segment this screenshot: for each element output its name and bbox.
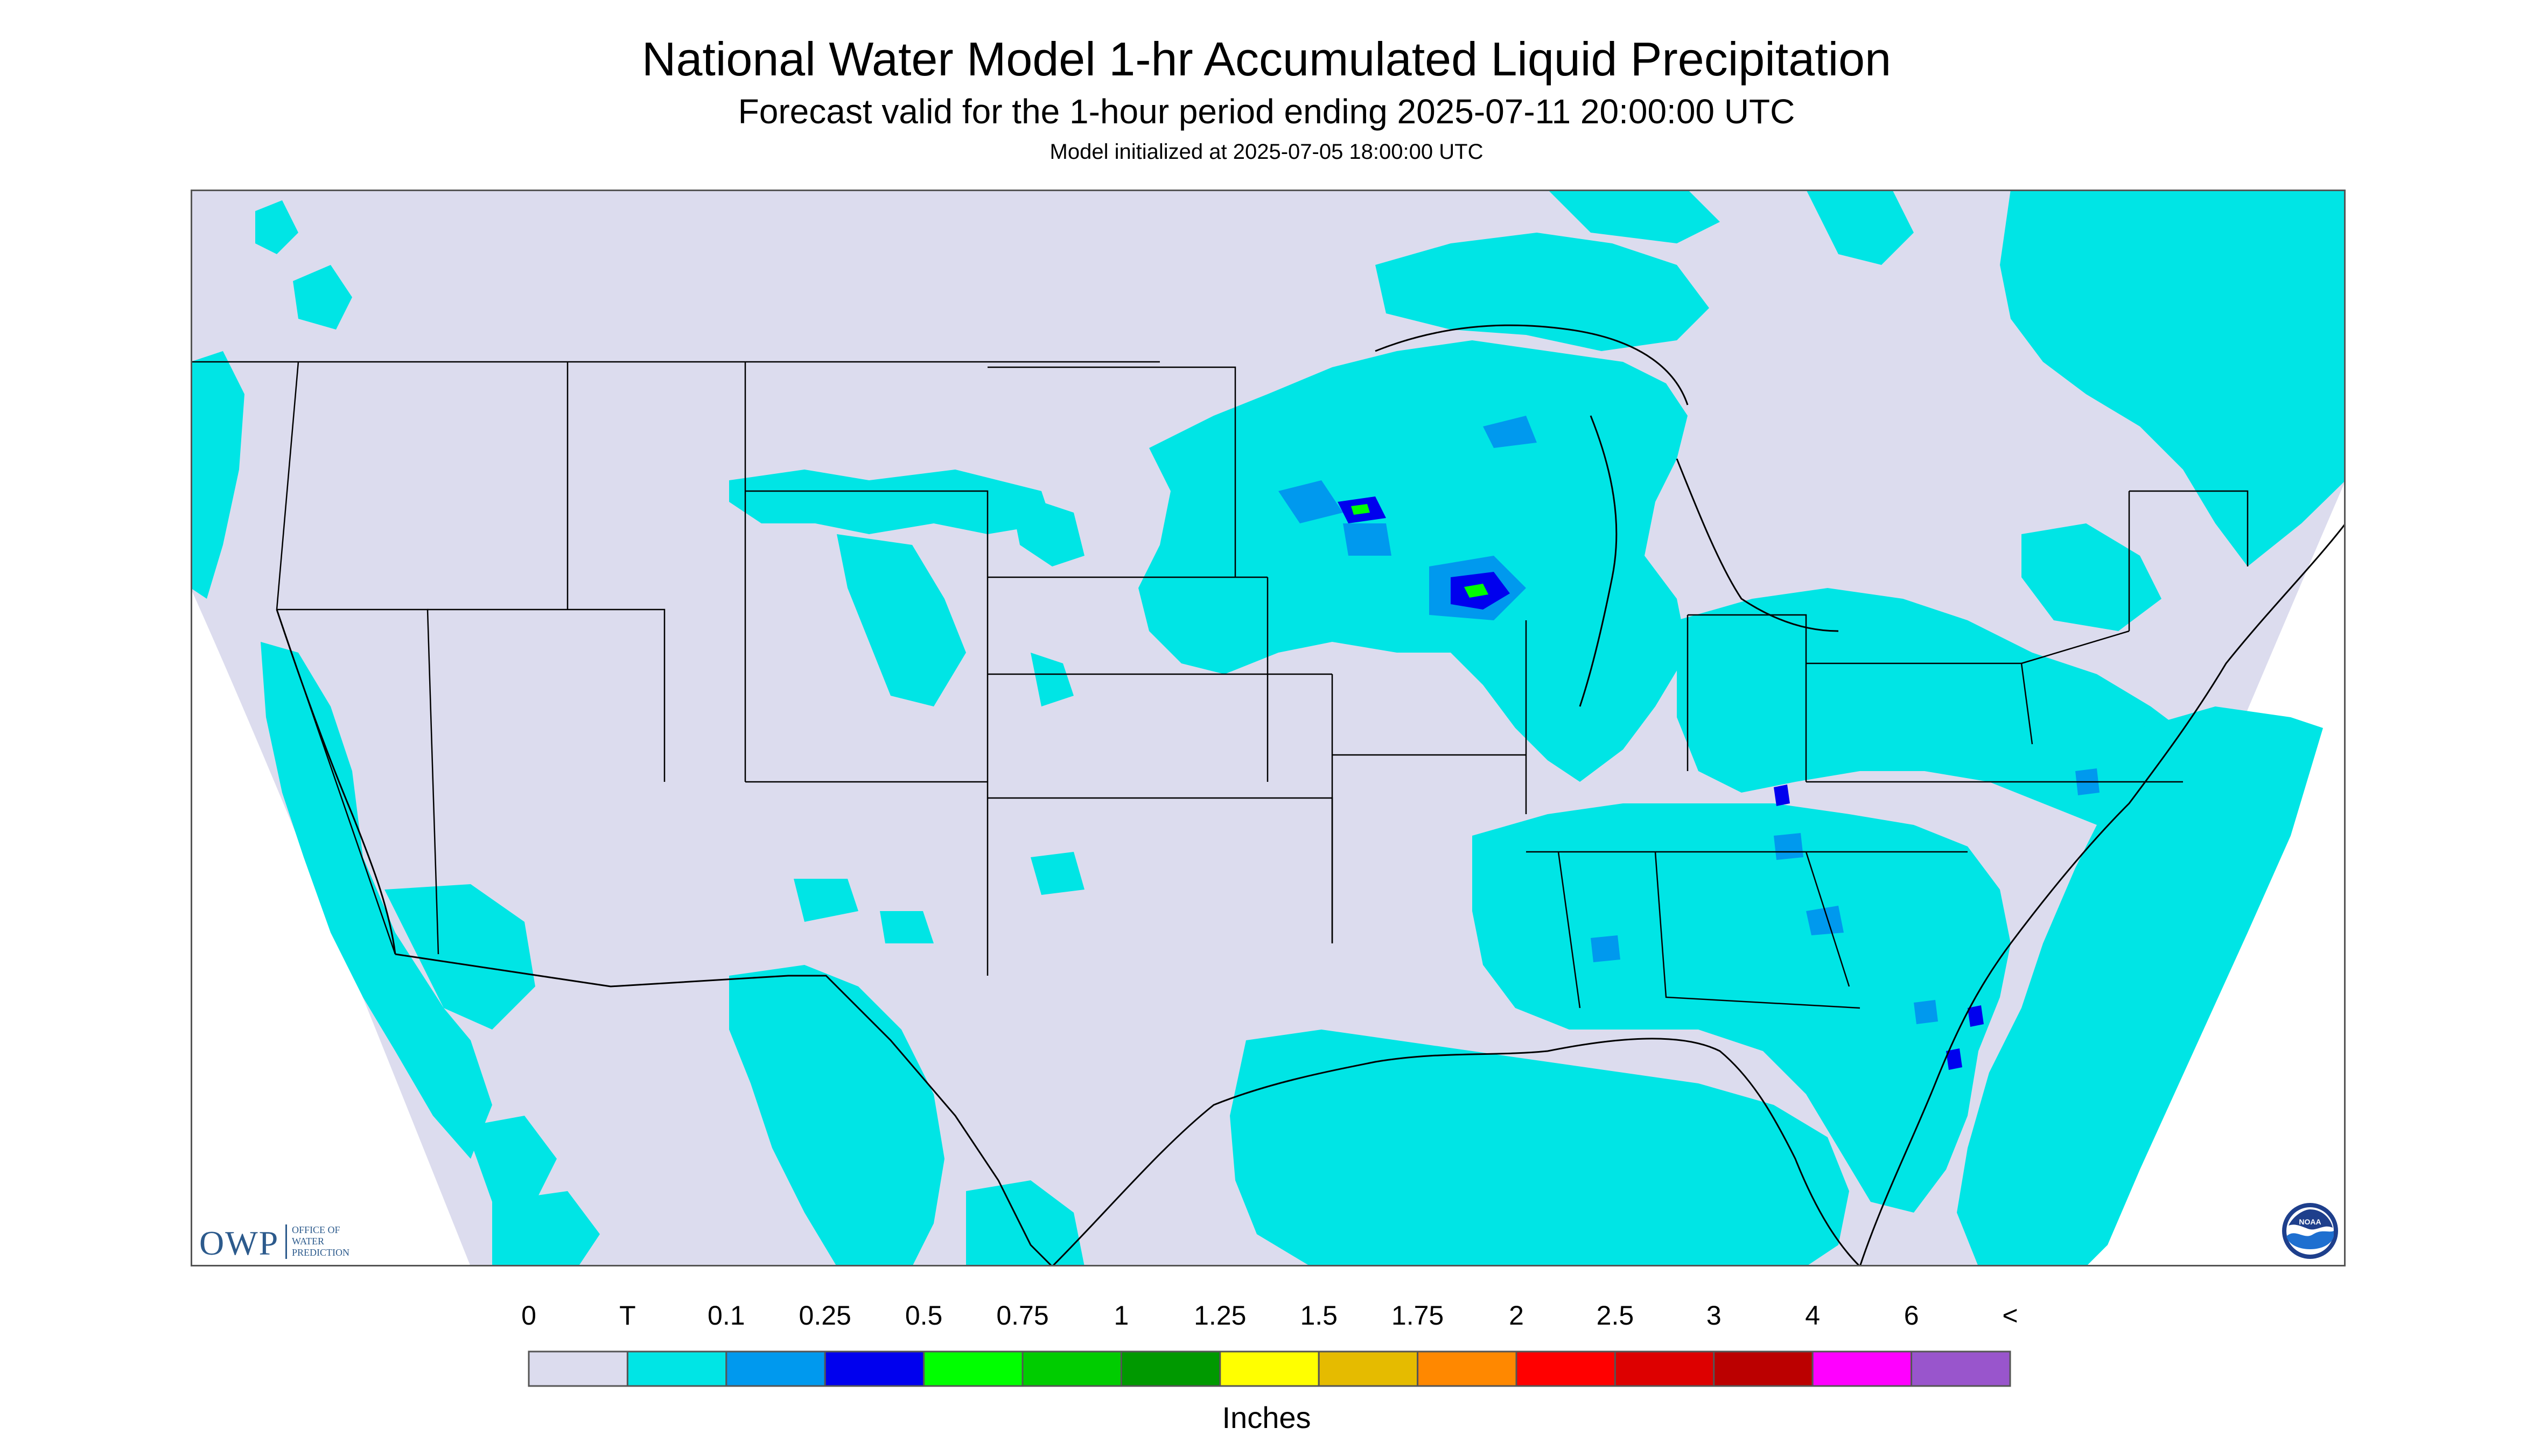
legend-tick-label: 2.5	[1597, 1300, 1634, 1331]
model-init-line: Model initialized at 2025-07-05 18:00:00…	[1049, 140, 1484, 164]
coastline	[276, 324, 2346, 1266]
legend-swatch	[1318, 1350, 1419, 1387]
noaa-logo: NOAA	[2282, 1203, 2338, 1259]
legend-swatch	[1120, 1350, 1221, 1387]
legend-swatch	[626, 1350, 727, 1387]
national-boundaries	[191, 190, 1053, 1266]
legend-swatch	[1515, 1350, 1616, 1387]
map-title: National Water Model 1-hr Accumulated Li…	[641, 32, 1892, 86]
legend-tick-label: 1.5	[1300, 1300, 1338, 1331]
precip-legend: 0 T 0.1 0.25 0.5 0.75 1 1.25 1.5 1.75 2 2.5 3 4 6 < Inc…	[521, 1300, 2018, 1434]
legend-tick-label: 1	[1114, 1300, 1129, 1331]
precip-heavy-areas	[1351, 504, 1488, 598]
legend-tick-labels: 0 T 0.1 0.25 0.5 0.75 1 1.25 1.5 1.75 2 2.5 3 4 6 <	[521, 1300, 2018, 1331]
legend-tick-label: T	[619, 1300, 636, 1331]
legend-tick-label: 0.75	[996, 1300, 1048, 1331]
legend-tick-label: 0.5	[905, 1300, 943, 1331]
map-frame	[191, 190, 2346, 1266]
legend-swatch	[1811, 1350, 1913, 1387]
legend-tick-label: 0	[521, 1300, 536, 1331]
legend-swatch	[1911, 1350, 2011, 1387]
legend-tick-label: 1.25	[1194, 1300, 1246, 1331]
legend-tick-label: 1.75	[1391, 1300, 1444, 1331]
legend-tick-label: 0.1	[708, 1300, 745, 1331]
state-boundaries	[191, 361, 2249, 1009]
forecast-valid-subtitle: Forecast valid for the 1-hour period end…	[738, 92, 1795, 131]
owp-logo-name: OFFICE OF WATER PREDICTION	[292, 1224, 349, 1258]
legend-swatch	[923, 1350, 1024, 1387]
owp-logo-divider	[285, 1224, 287, 1259]
legend-swatch	[1219, 1350, 1320, 1387]
noaa-logo-text: NOAA	[2299, 1217, 2321, 1226]
legend-color-bar	[528, 1350, 2011, 1387]
legend-tick-label: 0.25	[799, 1300, 851, 1331]
legend-tick-label: 2	[1509, 1300, 1524, 1331]
legend-tick-label: <	[2002, 1300, 2018, 1331]
owp-logo-abbrev: OWP	[199, 1224, 279, 1262]
legend-tick-label: 4	[1805, 1300, 1820, 1331]
legend-unit-label: Inches	[1222, 1401, 1311, 1434]
legend-tick-label: 6	[1904, 1300, 1919, 1331]
precip-trace-areas	[191, 190, 2346, 1266]
legend-swatch	[1713, 1350, 1814, 1387]
legend-swatch	[725, 1350, 826, 1387]
legend-swatch	[1614, 1350, 1715, 1387]
legend-swatch	[528, 1350, 628, 1387]
legend-swatch	[1417, 1350, 1517, 1387]
legend-swatch	[824, 1350, 925, 1387]
legend-tick-label: 3	[1706, 1300, 1722, 1331]
precipitation-map	[191, 190, 2346, 1266]
legend-swatch	[1021, 1350, 1122, 1387]
